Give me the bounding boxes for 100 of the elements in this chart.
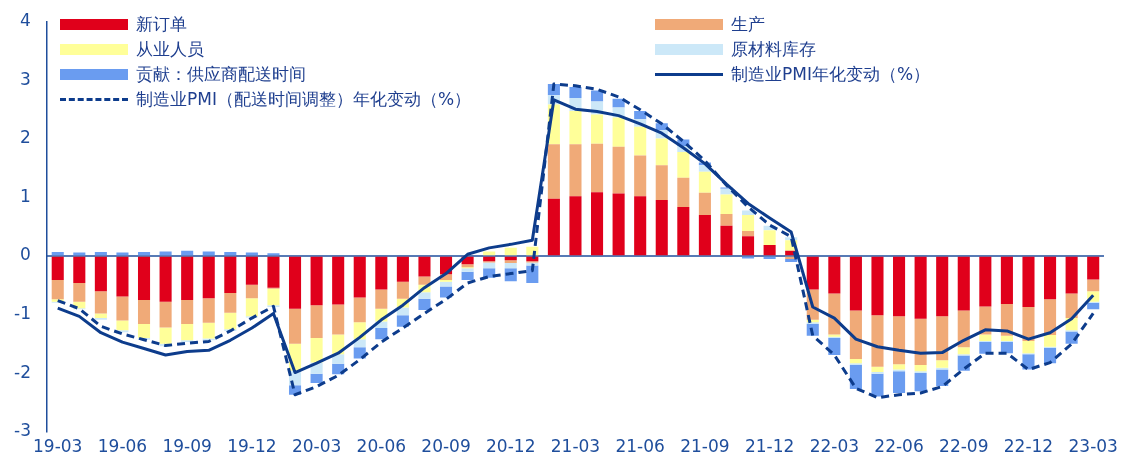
bar xyxy=(871,366,884,372)
y-tick-label: -1 xyxy=(14,302,31,323)
bar xyxy=(914,373,927,392)
bar xyxy=(591,90,604,102)
bar xyxy=(181,299,194,324)
x-tick-label: 20-03 xyxy=(291,436,342,457)
bar xyxy=(396,281,409,299)
bar xyxy=(181,256,194,300)
bar xyxy=(936,360,949,368)
bar xyxy=(137,299,151,324)
bar xyxy=(698,171,711,193)
bar xyxy=(871,256,884,316)
bar xyxy=(634,196,647,256)
bar xyxy=(159,251,172,256)
bar xyxy=(547,144,560,199)
bar xyxy=(1044,256,1057,300)
bar xyxy=(591,192,604,256)
bar xyxy=(655,199,668,256)
bar xyxy=(137,251,151,256)
bar xyxy=(720,213,733,226)
bar xyxy=(224,251,237,256)
bar xyxy=(806,256,819,290)
bar xyxy=(418,298,431,310)
bar xyxy=(94,256,107,292)
bar xyxy=(1022,306,1035,341)
bar xyxy=(51,256,64,281)
bar xyxy=(116,296,129,321)
bar xyxy=(202,322,215,339)
bar xyxy=(569,86,582,99)
bar xyxy=(461,271,474,281)
y-tick-label: 2 xyxy=(20,127,31,148)
bar xyxy=(591,143,604,193)
bar xyxy=(73,282,86,302)
x-tick-label: 20-09 xyxy=(421,436,471,457)
bar xyxy=(957,347,970,355)
bar xyxy=(310,373,323,384)
bar xyxy=(1022,256,1035,307)
bar xyxy=(267,288,280,306)
bar xyxy=(569,110,582,145)
bar xyxy=(871,315,884,367)
bar xyxy=(1087,256,1100,280)
bar xyxy=(763,244,776,256)
y-tick-label: 1 xyxy=(20,185,31,206)
bar xyxy=(612,193,625,256)
x-tick-label: 20-06 xyxy=(356,436,407,457)
bar xyxy=(202,298,215,323)
x-tick-label: 21-12 xyxy=(744,436,795,457)
bar xyxy=(137,323,151,338)
bar xyxy=(1087,302,1100,310)
bar xyxy=(332,256,345,305)
bar xyxy=(914,256,927,319)
bar xyxy=(51,251,64,256)
x-tick-label: 22-06 xyxy=(874,436,924,457)
y-tick-label: -2 xyxy=(14,361,31,382)
bar xyxy=(396,256,409,282)
x-tick-label: 19-03 xyxy=(33,436,83,457)
bar xyxy=(1000,335,1013,341)
x-tick-label: 19-12 xyxy=(227,436,277,457)
bar xyxy=(698,215,711,256)
bar xyxy=(957,256,970,311)
bar xyxy=(720,194,733,214)
bar xyxy=(159,327,172,344)
bar xyxy=(1000,256,1013,305)
bar xyxy=(245,256,258,285)
bar xyxy=(849,359,862,364)
bar xyxy=(504,256,517,261)
bar xyxy=(202,251,215,256)
bar xyxy=(612,146,625,194)
legend-label: 新订单 xyxy=(136,13,187,36)
bar xyxy=(116,256,129,297)
bar xyxy=(418,276,431,285)
bar xyxy=(914,318,927,365)
bar xyxy=(569,144,582,197)
bar xyxy=(763,256,776,259)
bar xyxy=(914,364,927,372)
bar xyxy=(742,230,755,237)
x-tick-label: 21-06 xyxy=(615,436,665,457)
bar xyxy=(655,138,668,166)
bar xyxy=(310,337,323,363)
y-tick-label: -3 xyxy=(14,420,31,441)
bar xyxy=(828,337,841,355)
bar xyxy=(202,256,215,299)
legend-label: 原材料库存 xyxy=(731,38,816,61)
x-tick-label: 19-06 xyxy=(97,436,148,457)
bar xyxy=(893,316,906,365)
x-tick-label: 20-12 xyxy=(486,436,536,457)
bar xyxy=(849,256,862,311)
bar xyxy=(871,373,884,397)
bar xyxy=(1000,304,1013,336)
bar xyxy=(591,114,604,144)
bar xyxy=(137,256,151,300)
legend-label: 制造业PMI年化变动（%） xyxy=(731,63,931,86)
y-tick-label: 4 xyxy=(20,10,31,31)
bar xyxy=(181,323,194,341)
x-tick-label: 23-03 xyxy=(1068,436,1118,457)
bar xyxy=(655,165,668,200)
bar xyxy=(893,364,906,370)
y-tick-label: 3 xyxy=(20,68,31,89)
bar xyxy=(288,256,302,309)
legend-label: 从业人员 xyxy=(136,38,204,61)
